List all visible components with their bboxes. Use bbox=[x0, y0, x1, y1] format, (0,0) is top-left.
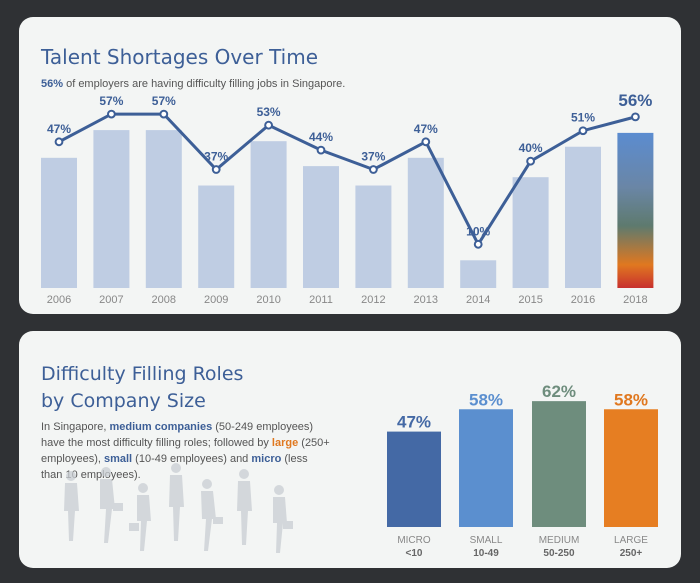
bar-medium bbox=[532, 401, 586, 527]
company-size-title-line1: Difficulty Filling Roles bbox=[41, 363, 244, 385]
bar-2014 bbox=[460, 260, 497, 288]
category-label-large: LARGE bbox=[614, 535, 648, 546]
bar-2015 bbox=[512, 177, 549, 288]
talent-shortage-card: Talent Shortages Over Time 56% of employ… bbox=[19, 17, 681, 314]
data-label-2012: 37% bbox=[361, 150, 385, 164]
x-tick-2010: 2010 bbox=[256, 294, 280, 306]
size-label-large: 250+ bbox=[620, 548, 643, 559]
category-label-small: SMALL bbox=[470, 535, 503, 546]
bar-2012 bbox=[355, 185, 392, 288]
data-label-2010: 53% bbox=[257, 105, 281, 119]
trend-point-2012 bbox=[369, 165, 378, 174]
talent-shortage-title: Talent Shortages Over Time bbox=[41, 45, 319, 69]
desc-text-5: (less than 10 employees). bbox=[41, 453, 308, 481]
desc-keyword-medium: medium companies bbox=[109, 421, 213, 433]
bar-micro bbox=[387, 431, 441, 527]
trend-point-2008 bbox=[159, 109, 169, 119]
category-label-micro: MICRO bbox=[397, 535, 431, 546]
company-size-chart: 47% 58% 62% 58% MICRO <10 SMALL 10-49 MEDIUM 50-… bbox=[387, 382, 658, 559]
trend-point-2011 bbox=[316, 145, 326, 155]
x-tick-2012: 2012 bbox=[361, 294, 385, 306]
data-label-2015: 40% bbox=[519, 141, 543, 155]
company-size-card: Difficulty Filling Roles by Company Size… bbox=[19, 331, 681, 568]
trend-point-2007 bbox=[107, 109, 116, 119]
trend-point-2009 bbox=[211, 165, 221, 174]
bar-2016 bbox=[565, 146, 601, 288]
data-label-2011: 44% bbox=[309, 130, 333, 144]
desc-text-4: (10-49 employees) and bbox=[132, 453, 252, 465]
company-size-title-line2: by Company Size bbox=[41, 390, 206, 412]
bar-2009 bbox=[198, 185, 235, 288]
data-label-2018: 56% bbox=[618, 91, 652, 110]
trend-point-2016 bbox=[578, 126, 588, 136]
value-label-micro: 47% bbox=[397, 413, 431, 432]
x-tick-2013: 2013 bbox=[414, 294, 438, 306]
talent-shortage-chart: 47% 57% 57% 37% 53% 44% 37% 47% 10% 40% 51% 56% 200… bbox=[41, 91, 654, 306]
desc-text-1: In Singapore, bbox=[41, 421, 110, 433]
value-label-medium: 62% bbox=[542, 382, 576, 401]
x-tick-2018: 2018 bbox=[623, 294, 647, 306]
x-tick-2006: 2006 bbox=[47, 294, 71, 306]
x-tick-2011: 2011 bbox=[309, 294, 333, 306]
talent-shortage-subtitle: 56% of employers are having difficulty f… bbox=[41, 78, 345, 90]
bar-2008 bbox=[145, 130, 182, 288]
trend-line bbox=[58, 112, 636, 248]
data-label-2009: 37% bbox=[204, 150, 228, 164]
x-tick-2007: 2007 bbox=[99, 294, 123, 306]
x-tick-2014: 2014 bbox=[466, 294, 490, 306]
bar-2011 bbox=[303, 166, 339, 288]
subtitle-highlight: 56% bbox=[41, 78, 64, 90]
bar-small bbox=[459, 409, 513, 527]
category-label-medium: MEDIUM bbox=[539, 535, 580, 546]
size-label-micro: <10 bbox=[406, 548, 423, 559]
trend-point-2015 bbox=[526, 156, 536, 166]
company-size-description: In Singapore, medium companies (50-249 e… bbox=[41, 419, 331, 483]
data-label-2016: 51% bbox=[571, 111, 595, 125]
data-label-2008: 57% bbox=[152, 94, 176, 108]
x-tick-2009: 2009 bbox=[204, 294, 228, 306]
bar-2018 bbox=[617, 132, 654, 288]
trend-point-2013 bbox=[421, 137, 431, 147]
x-tick-2015: 2015 bbox=[518, 294, 542, 306]
bar-2007 bbox=[93, 130, 130, 288]
bar-large bbox=[604, 409, 658, 527]
company-size-title: Difficulty Filling Roles by Company Size bbox=[41, 361, 271, 415]
desc-keyword-micro: micro bbox=[251, 453, 282, 465]
walking-people-illustration bbox=[64, 463, 293, 553]
trend-point-2018 bbox=[631, 112, 640, 122]
data-label-2007: 57% bbox=[99, 94, 123, 108]
desc-keyword-large: large bbox=[271, 437, 299, 449]
trend-point-2014 bbox=[473, 239, 483, 249]
data-label-2006: 47% bbox=[47, 122, 71, 136]
data-label-2013: 47% bbox=[414, 122, 438, 136]
desc-text-3: (250+ employees), bbox=[41, 437, 330, 465]
subtitle-text: of employers are having difficulty filli… bbox=[63, 78, 346, 90]
bar-2013 bbox=[407, 157, 444, 288]
value-label-small: 58% bbox=[469, 390, 503, 409]
trend-point-2010 bbox=[264, 120, 274, 130]
trend-point-2006 bbox=[54, 137, 64, 147]
x-tick-2008: 2008 bbox=[152, 294, 176, 306]
desc-text-2: (50-249 employees) have the most difficu… bbox=[41, 421, 314, 449]
bar-2010 bbox=[250, 141, 287, 288]
desc-keyword-small: small bbox=[103, 453, 133, 465]
bar-2006 bbox=[41, 157, 77, 288]
size-label-medium: 50-250 bbox=[543, 548, 575, 559]
data-label-2014: 10% bbox=[466, 224, 490, 238]
x-tick-2016: 2016 bbox=[571, 294, 595, 306]
value-label-large: 58% bbox=[614, 390, 648, 409]
size-label-small: 10-49 bbox=[473, 548, 499, 559]
